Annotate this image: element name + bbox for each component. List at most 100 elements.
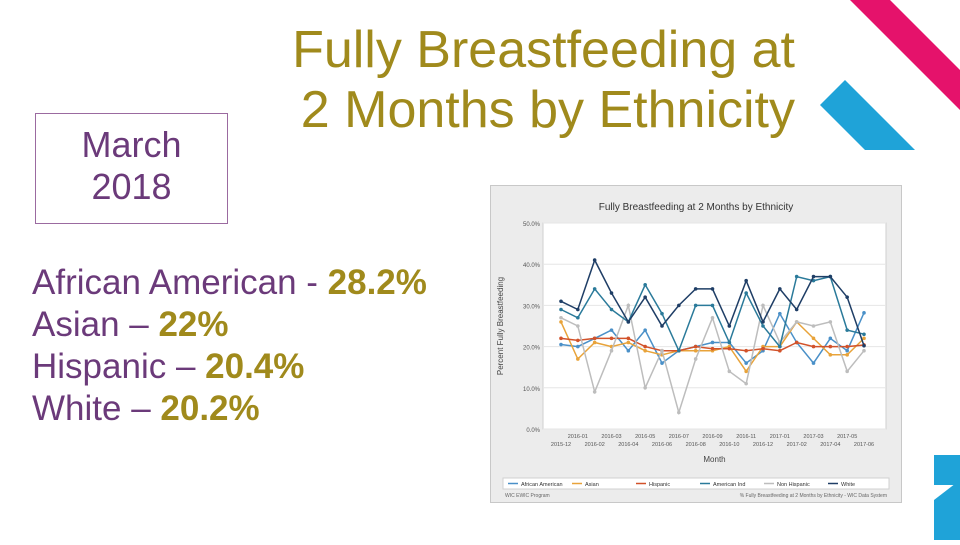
corner-accent-bottom <box>934 455 960 540</box>
data-point <box>576 344 580 349</box>
x-tick-label: 2016-08 <box>686 442 706 448</box>
ethnicity-line-chart: Fully Breastfeeding at 2 Months by Ethni… <box>490 185 902 503</box>
data-point <box>643 386 647 390</box>
title-line-2: 2 Months by Ethnicity <box>300 81 795 139</box>
data-point <box>643 348 647 353</box>
data-point <box>828 353 833 357</box>
x-tick-label: 2016-09 <box>702 434 722 440</box>
data-point <box>677 303 681 308</box>
data-point <box>794 307 799 312</box>
y-tick-label: 20.0% <box>523 346 541 352</box>
x-tick-label: 2017-04 <box>820 442 840 448</box>
data-point <box>693 287 698 291</box>
data-point <box>559 315 563 320</box>
date-year: 2018 <box>91 166 172 207</box>
x-tick-label: 2017-06 <box>854 442 874 448</box>
title-line-1: Fully Breastfeeding at <box>292 21 795 79</box>
data-point <box>609 328 614 332</box>
data-point <box>794 274 799 279</box>
data-point <box>592 287 597 291</box>
legend-label: Non Hispanic <box>777 482 810 488</box>
x-tick-label: 2016-04 <box>618 442 638 448</box>
ethnicity-stats-list: African American - 28.2% Asian – 22% His… <box>32 262 427 430</box>
data-point <box>727 324 732 328</box>
data-point <box>845 328 849 332</box>
data-point <box>761 346 765 351</box>
data-point <box>811 324 816 328</box>
data-point <box>693 348 698 353</box>
data-point <box>744 348 748 353</box>
data-point <box>660 324 664 328</box>
data-point <box>778 311 782 316</box>
data-point <box>660 361 664 365</box>
data-point <box>559 299 563 304</box>
data-point <box>693 344 698 349</box>
data-point <box>845 369 849 374</box>
date-month: March <box>81 124 182 165</box>
data-point <box>862 343 866 348</box>
data-point <box>576 324 580 328</box>
chart-svg: Fully Breastfeeding at 2 Months by Ethni… <box>496 202 890 499</box>
chart-footer-left: WIC EWIC Program <box>505 493 550 499</box>
data-point <box>828 344 833 349</box>
data-point <box>744 361 748 365</box>
data-point <box>660 311 664 316</box>
x-tick-label: 2016-06 <box>652 442 672 448</box>
x-tick-label: 2017-01 <box>770 434 790 440</box>
data-point <box>862 311 866 315</box>
data-point <box>744 291 748 295</box>
data-point <box>828 320 833 324</box>
legend-label: Asian <box>585 482 599 488</box>
y-tick-label: 0.0% <box>526 428 540 434</box>
x-tick-label: 2016-10 <box>719 442 739 448</box>
data-point <box>559 342 563 347</box>
data-point <box>845 295 849 299</box>
data-point <box>559 320 563 324</box>
data-point <box>862 332 866 337</box>
x-tick-label: 2016-12 <box>753 442 773 448</box>
data-point <box>727 340 732 345</box>
x-tick-label: 2017-02 <box>787 442 807 448</box>
data-point <box>710 346 715 351</box>
y-tick-label: 50.0% <box>523 222 541 228</box>
data-point <box>592 390 597 394</box>
data-point <box>592 336 597 341</box>
data-point <box>643 295 647 299</box>
data-point <box>643 283 647 287</box>
data-point <box>693 303 698 308</box>
stat-row-white: White – 20.2% <box>32 389 260 428</box>
data-point <box>744 278 748 283</box>
data-point <box>710 315 715 320</box>
stat-row-asian: Asian – 22% <box>32 305 229 344</box>
x-tick-label: 2016-01 <box>568 434 588 440</box>
data-point <box>609 291 614 295</box>
data-point <box>609 307 614 312</box>
data-point <box>710 340 715 345</box>
data-point <box>576 357 580 361</box>
chart-title: Fully Breastfeeding at 2 Months by Ethni… <box>599 202 794 213</box>
data-point <box>592 340 597 345</box>
data-point <box>862 348 866 353</box>
data-point <box>778 344 782 349</box>
stat-row-african-american: African American - 28.2% <box>32 263 427 302</box>
legend-label: Hispanic <box>649 482 670 488</box>
x-tick-label: 2017-03 <box>803 434 823 440</box>
data-point <box>626 320 631 324</box>
data-point <box>828 336 833 341</box>
data-point <box>811 274 816 279</box>
stat-row-hispanic: Hispanic – 20.4% <box>32 347 305 386</box>
data-point <box>609 348 614 353</box>
data-point <box>727 346 732 351</box>
data-point <box>811 336 816 341</box>
data-point <box>643 344 647 349</box>
data-point <box>626 340 631 345</box>
data-point <box>845 353 849 357</box>
data-point <box>576 338 580 343</box>
data-point <box>794 320 799 324</box>
data-point <box>693 357 698 361</box>
y-tick-label: 10.0% <box>523 387 541 393</box>
legend-box <box>502 477 890 490</box>
data-point <box>727 369 732 374</box>
data-point <box>778 287 782 291</box>
legend-label: American Ind <box>713 482 745 488</box>
